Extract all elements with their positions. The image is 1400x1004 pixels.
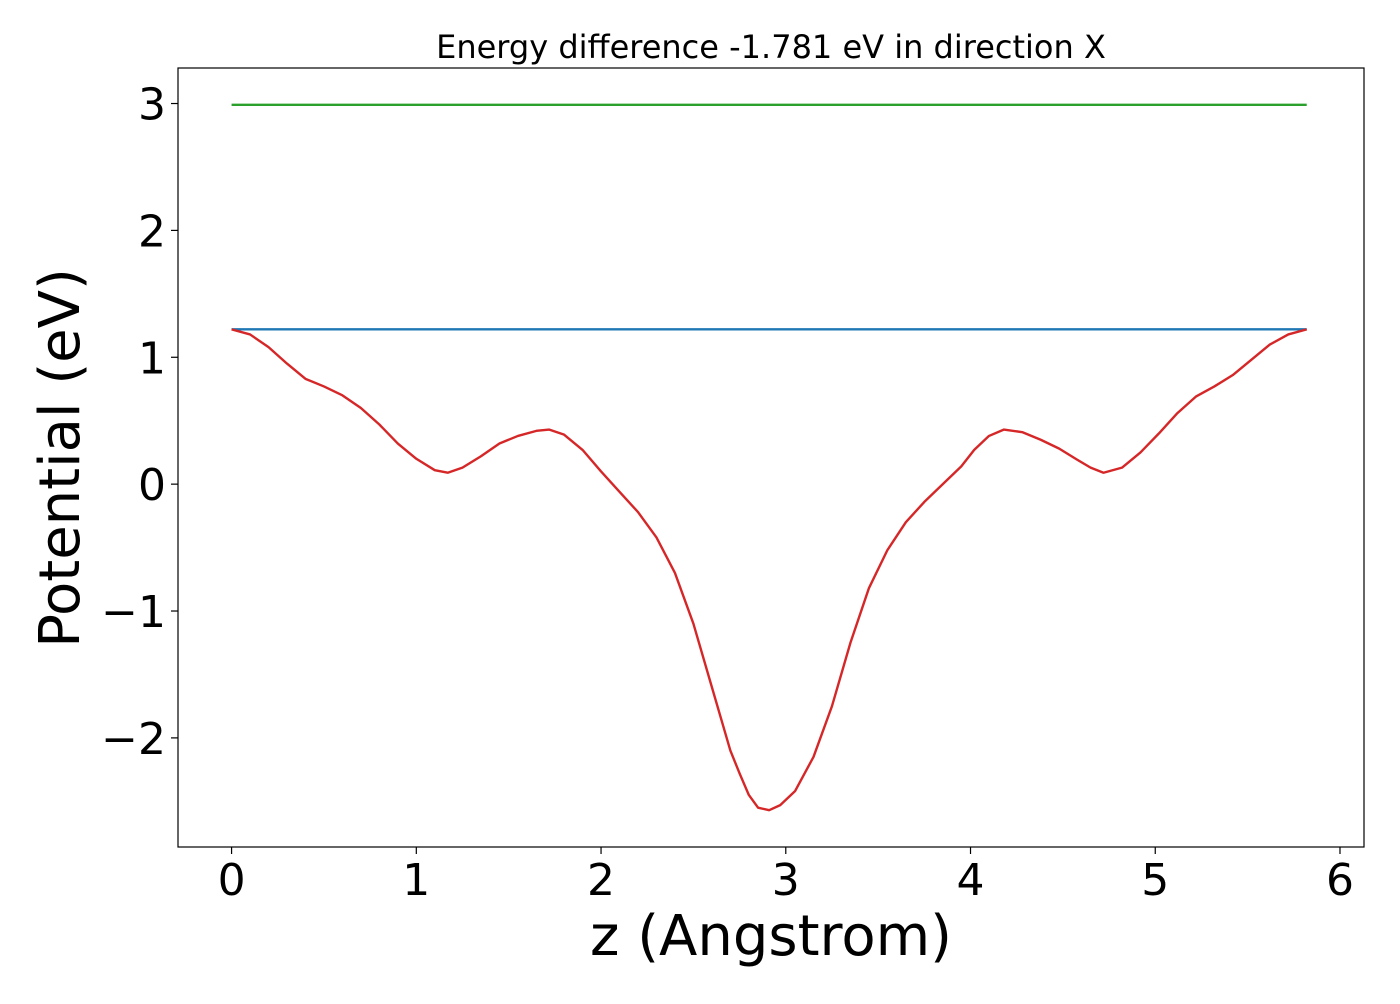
x-tick-label: 6 [1326,855,1354,906]
x-tick-label: 4 [957,855,985,906]
y-tick-label: −2 [101,714,166,765]
x-axis-label: z (Angstrom) [590,904,952,969]
x-tick-label: 2 [587,855,615,906]
series-line-3 [231,328,1308,812]
x-axis-ticks: 0 1 2 3 4 5 6 [218,847,1354,906]
x-tick-label: 3 [772,855,800,906]
y-axis-label: Potential (eV) [28,268,93,648]
y-tick-label: 3 [138,80,166,131]
x-tick-label: 0 [218,855,246,906]
x-tick-label: 5 [1141,855,1169,906]
y-tick-label: 0 [138,460,166,511]
y-tick-label: 1 [138,333,166,384]
y-axis-ticks: −2 −1 0 1 2 3 [101,80,178,765]
y-tick-label: 2 [138,206,166,257]
plot-frame [177,67,1365,848]
x-tick-label: 1 [402,855,430,906]
y-tick-label: −1 [101,587,166,638]
plot-series [231,103,1308,812]
chart-title: Energy difference -1.781 eV in direction… [436,28,1106,66]
